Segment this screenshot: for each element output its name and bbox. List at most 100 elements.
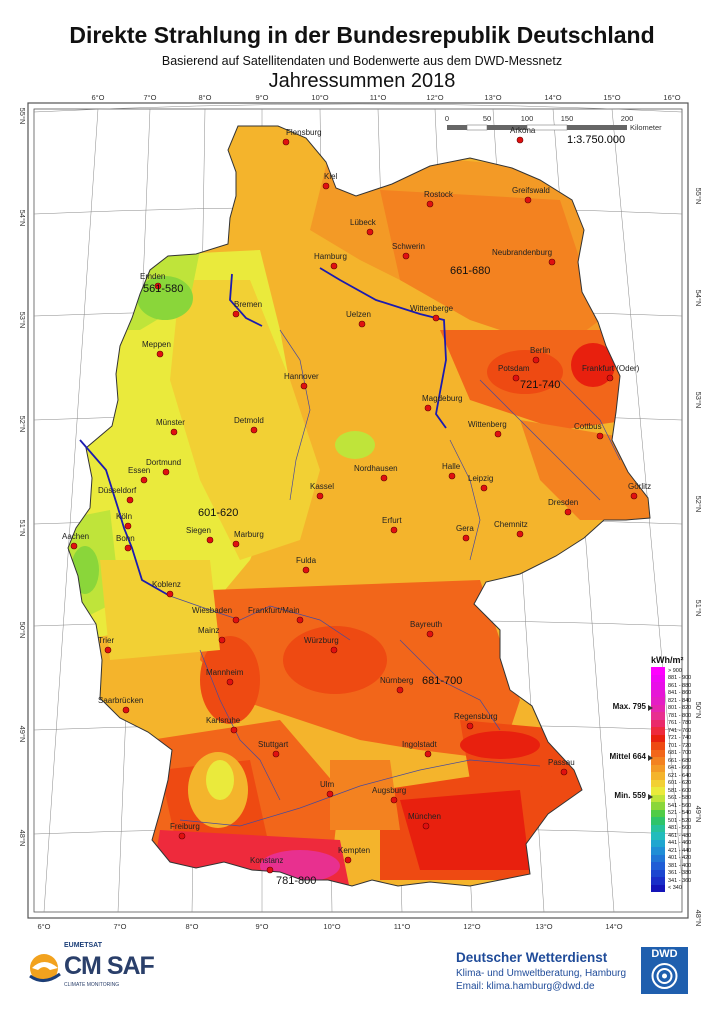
city-label: Magdeburg (422, 394, 462, 403)
city-label: Emden (140, 272, 165, 281)
city-label: Hamburg (314, 252, 347, 261)
city-marker (425, 405, 431, 411)
city-marker (219, 637, 225, 643)
city-label: Aachen (62, 532, 89, 541)
city-label: Berlin (530, 346, 550, 355)
legend-label: 861 - 880 (668, 683, 691, 689)
city-label: Potsdam (498, 364, 530, 373)
legend-class: 681 - 700 (651, 750, 711, 758)
city-label: Bonn (116, 534, 135, 543)
lat-tick-left: 51°N (18, 520, 27, 537)
legend-label: 501 - 520 (668, 818, 691, 824)
city-label: Dresden (548, 498, 578, 507)
legend-label: 461 - 480 (668, 833, 691, 839)
city-label: Wittenberg (468, 420, 507, 429)
legend-label: 361 - 380 (668, 870, 691, 876)
legend-class: 821 - 840 (651, 697, 711, 705)
lon-tick-top: 8°O (198, 93, 211, 102)
city-label: Flensburg (286, 128, 322, 137)
legend-class: 341 - 360 (651, 877, 711, 885)
legend-swatch (651, 847, 665, 855)
city-marker (267, 867, 273, 873)
legend-swatch (651, 855, 665, 863)
city-marker (125, 545, 131, 551)
city-marker (403, 253, 409, 259)
city-label: Hannover (284, 372, 319, 381)
legend-label: 481 - 500 (668, 825, 691, 831)
zone-label: 601-620 (198, 507, 238, 519)
city-marker (127, 497, 133, 503)
city-label: Münster (156, 418, 185, 427)
legend-label: 421 - 440 (668, 848, 691, 854)
city-label: Görlitz (628, 482, 651, 491)
lat-tick-left: 49°N (18, 726, 27, 743)
legend-label: 441 - 460 (668, 840, 691, 846)
longitude-ticks-bottom: 6°O 7°O 8°O 9°O 10°O 11°O 12°O 13°O 14°O (37, 922, 622, 931)
legend-class: 721 - 740 (651, 735, 711, 743)
legend-swatch (651, 870, 665, 878)
legend-swatch (651, 840, 665, 848)
legend-swatch (651, 877, 665, 885)
legend-label: 561 - 580 (668, 795, 691, 801)
legend-class: 401 - 420 (651, 855, 711, 863)
legend-swatch (651, 757, 665, 765)
legend-swatch (651, 712, 665, 720)
city-label: Schwerin (392, 242, 425, 251)
city-label: Uelzen (346, 310, 371, 319)
city-marker (345, 857, 351, 863)
city-marker (607, 375, 613, 381)
legend-label: < 340 (668, 885, 682, 891)
city-marker (157, 351, 163, 357)
scale-bar (447, 125, 627, 130)
legend-class: 781 - 800 (651, 712, 711, 720)
lon-tick-top: 10°O (311, 93, 328, 102)
legend-class: 521 - 540 (651, 810, 711, 818)
legend-class: 841 - 860 (651, 690, 711, 698)
legend-class: 501 - 520 (651, 817, 711, 825)
legend-label: 801 - 820 (668, 705, 691, 711)
city-label: Karlsruhe (206, 716, 241, 725)
legend-class: 441 - 460 (651, 840, 711, 848)
legend-swatch (651, 675, 665, 683)
city-marker (381, 475, 387, 481)
city-marker (423, 823, 429, 829)
city-marker (207, 537, 213, 543)
lon-tick-top: 6°O (91, 93, 104, 102)
legend-label: 601 - 620 (668, 780, 691, 786)
eumetsat-label: EUMETSAT (64, 942, 102, 949)
city-marker (513, 375, 519, 381)
city-label: München (408, 812, 441, 821)
lon-tick-top: 16°O (663, 93, 680, 102)
city-marker (167, 591, 173, 597)
lon-tick-bottom: 7°O (113, 922, 126, 931)
city-label: Ingolstadt (402, 740, 437, 749)
city-marker (301, 383, 307, 389)
lon-tick-bottom: 8°O (185, 922, 198, 931)
legend-label: 621 - 640 (668, 773, 691, 779)
legend-swatch (651, 667, 665, 675)
legend-swatch (651, 795, 665, 803)
lon-tick-top: 12°O (426, 93, 443, 102)
lon-tick-bottom: 10°O (323, 922, 340, 931)
city-label: Passau (548, 758, 575, 767)
cmsaf-label: CM SAF (64, 952, 154, 981)
scale-tick: 50 (483, 114, 491, 123)
lon-tick-top: 13°O (484, 93, 501, 102)
city-label: Rostock (424, 190, 454, 199)
city-marker (251, 427, 257, 433)
lat-tick-right: 55°N (694, 188, 703, 205)
city-label: Halle (442, 462, 461, 471)
legend-swatch (651, 735, 665, 743)
legend-class: 701 - 720 (651, 742, 711, 750)
city-marker (597, 433, 603, 439)
lon-tick-bottom: 13°O (535, 922, 552, 931)
legend-marker: Min. 559 (586, 791, 646, 800)
legend-class: 541 - 560 (651, 802, 711, 810)
legend-label: 821 - 840 (668, 698, 691, 704)
zone-label: 781-800 (276, 875, 316, 887)
legend-marker: Max. 795 (586, 702, 646, 711)
legend-label: 721 - 740 (668, 735, 691, 741)
city-marker (463, 535, 469, 541)
city-label: Stuttgart (258, 740, 289, 749)
lat-tick-right: 51°N (694, 600, 703, 617)
